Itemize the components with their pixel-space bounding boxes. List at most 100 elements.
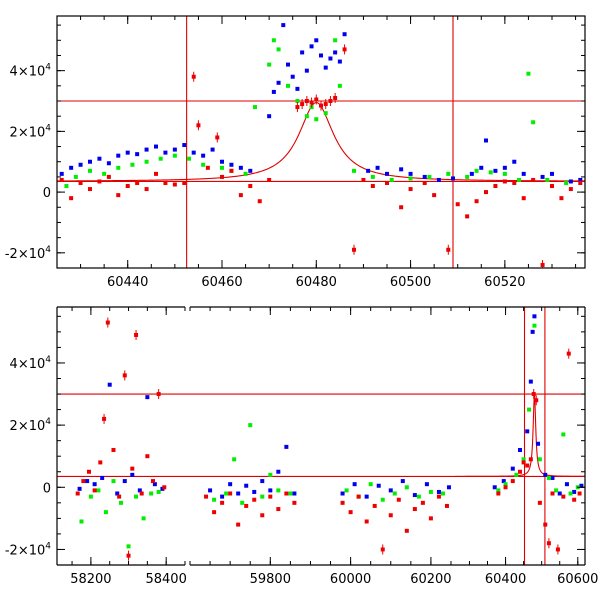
- x-tick-label: 59800: [250, 572, 291, 587]
- data-point: [537, 457, 542, 462]
- data-point: [144, 159, 149, 164]
- data-point: [446, 485, 451, 490]
- y-tick-label: 4×104: [10, 355, 52, 372]
- data-point: [137, 488, 142, 493]
- data-point: [252, 497, 257, 502]
- data-point: [77, 486, 82, 491]
- data-point: [432, 193, 437, 198]
- data-point: [517, 177, 521, 182]
- y-tick-label: 0: [43, 481, 51, 496]
- data-point: [521, 196, 526, 201]
- data-point: [428, 516, 433, 521]
- data-point: [212, 497, 217, 502]
- data-point: [536, 441, 541, 446]
- data-point: [376, 483, 381, 488]
- data-point: [550, 184, 554, 189]
- data-point: [276, 469, 281, 474]
- data-point: [465, 174, 470, 179]
- data-point: [212, 510, 217, 515]
- data-point: [564, 482, 569, 487]
- data-point: [337, 59, 342, 64]
- data-point: [64, 184, 69, 189]
- data-point: [525, 429, 530, 434]
- data-point: [75, 491, 80, 496]
- data-point: [172, 182, 177, 187]
- data-point: [271, 89, 276, 94]
- data-point: [144, 187, 149, 192]
- data-point: [244, 483, 249, 488]
- data-point: [532, 314, 537, 319]
- data-point: [111, 447, 116, 452]
- data-point: [396, 497, 401, 502]
- data-point: [465, 214, 470, 219]
- data-point: [220, 500, 225, 505]
- data-point: [493, 184, 498, 189]
- data-point: [144, 147, 149, 152]
- data-point: [205, 165, 210, 170]
- data-point: [151, 479, 155, 484]
- data-point: [288, 491, 293, 496]
- data-point: [469, 171, 474, 176]
- data-point: [540, 174, 545, 179]
- data-point: [139, 491, 144, 496]
- data-point: [276, 80, 281, 85]
- data-point: [59, 177, 64, 182]
- data-point: [368, 482, 373, 487]
- data-point: [484, 190, 488, 195]
- data-point: [248, 184, 253, 189]
- data-point: [416, 494, 421, 499]
- x-tick-label: 58200: [70, 572, 111, 587]
- data-point: [518, 469, 522, 474]
- data-point: [440, 491, 445, 496]
- data-point: [201, 162, 206, 167]
- data-point: [228, 482, 233, 487]
- data-point: [554, 488, 559, 493]
- data-point: [502, 171, 507, 176]
- data-point: [92, 482, 97, 487]
- data-point: [578, 177, 583, 182]
- data-point: [543, 522, 548, 527]
- data-point: [537, 500, 542, 505]
- model-curve: [455, 395, 585, 477]
- data-point: [220, 165, 224, 170]
- data-point: [385, 180, 389, 185]
- data-point: [92, 488, 97, 493]
- data-point: [527, 407, 532, 412]
- data-point: [141, 516, 146, 521]
- data-point: [98, 460, 103, 465]
- data-point: [125, 184, 130, 189]
- data-point: [243, 171, 248, 176]
- data-point: [284, 444, 289, 449]
- data-point: [502, 179, 507, 184]
- data-point: [436, 177, 441, 182]
- data-point: [59, 171, 64, 176]
- data-point: [69, 196, 74, 201]
- data-point: [422, 180, 427, 185]
- data-point: [528, 379, 533, 384]
- data-point: [182, 180, 187, 185]
- data-point: [427, 174, 432, 179]
- data-point: [111, 479, 116, 484]
- data-point: [304, 68, 309, 73]
- data-point: [79, 519, 84, 524]
- data-point: [240, 500, 245, 505]
- data-point: [103, 510, 108, 515]
- data-point: [268, 494, 273, 499]
- data-point: [526, 71, 531, 76]
- plot-area: [57, 307, 585, 565]
- y-tick-label: -2×104: [5, 541, 51, 558]
- data-point: [154, 144, 158, 149]
- data-point: [512, 180, 517, 185]
- data-point: [286, 83, 290, 88]
- data-point: [342, 32, 347, 37]
- data-point: [220, 159, 224, 164]
- data-point: [492, 485, 497, 490]
- data-point: [73, 174, 78, 179]
- data-point: [85, 479, 90, 484]
- data-point: [201, 153, 206, 158]
- data-point: [314, 117, 319, 122]
- data-point: [496, 488, 501, 493]
- data-point: [149, 491, 154, 496]
- data-point: [130, 162, 135, 167]
